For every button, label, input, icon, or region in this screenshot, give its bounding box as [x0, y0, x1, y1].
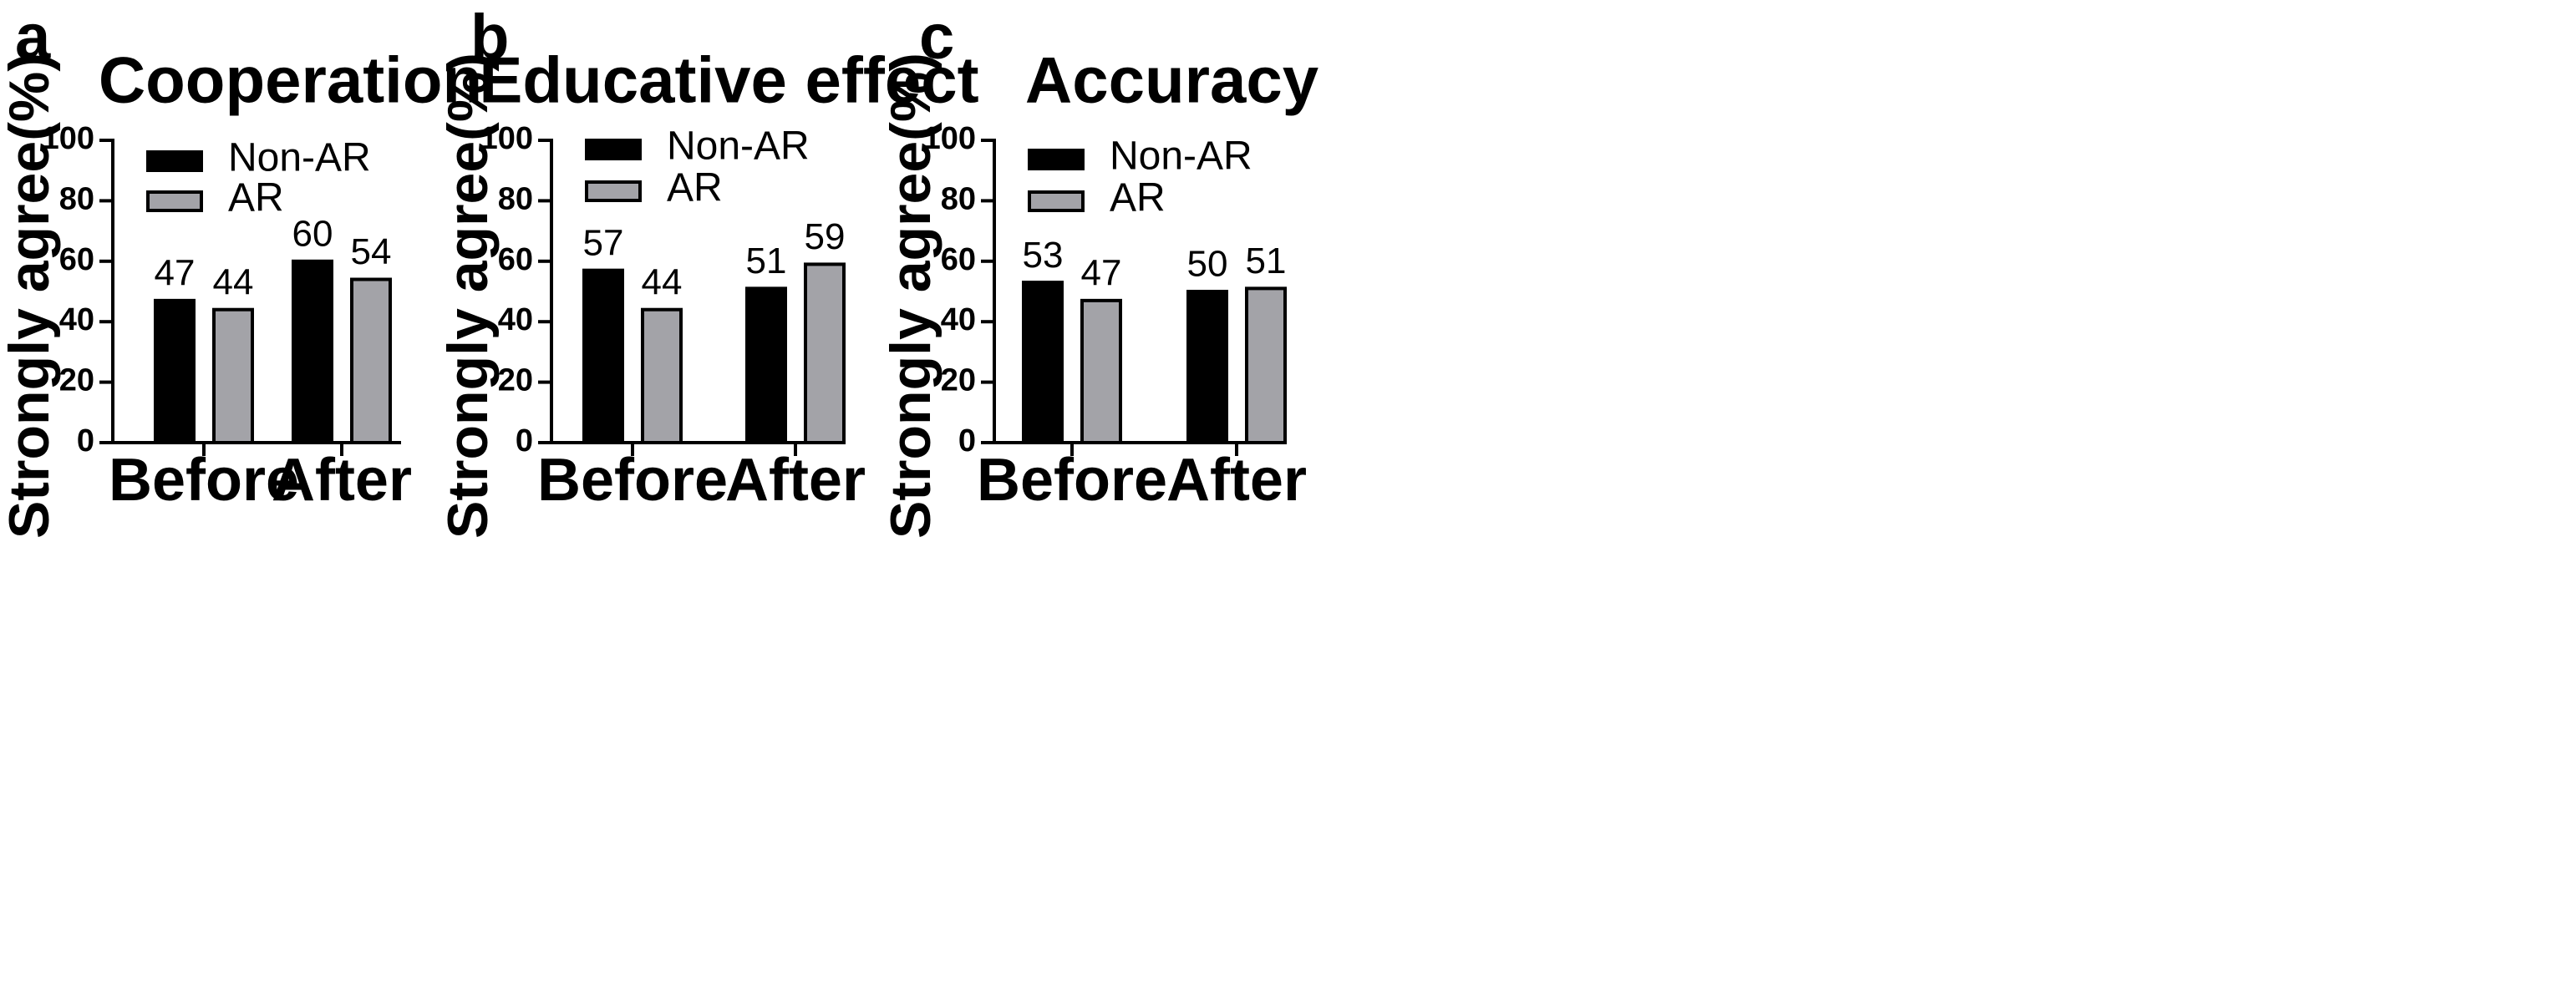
- data-label: 53: [1023, 235, 1064, 276]
- y-tick-label: 20: [941, 363, 976, 398]
- x-tick-label: Before: [977, 447, 1167, 514]
- bar-non-ar-after: [292, 259, 333, 444]
- chart-panel-a: a Cooperation Strongly agree(%) 0 20 40 60 80 10…: [0, 2, 482, 539]
- y-tick-label: 20: [59, 363, 94, 398]
- y-tick-label: 60: [59, 242, 94, 277]
- x-tick-label: After: [1166, 447, 1307, 514]
- x-tick-label: After: [725, 447, 866, 514]
- legend-label: AR: [1110, 176, 1166, 220]
- y-tick-label: 80: [941, 181, 976, 216]
- y-axis-label: Strongly agree(%): [879, 53, 943, 539]
- bar-non-ar-before: [1022, 281, 1064, 445]
- data-label: 51: [1246, 241, 1287, 281]
- x-tick-label: After: [272, 447, 412, 514]
- y-tick-label: 100: [42, 121, 94, 156]
- bar-non-ar-before: [154, 298, 196, 444]
- chart-title: Educative effect: [479, 43, 978, 117]
- legend-swatch: [1028, 149, 1085, 170]
- bar-ar-after: [350, 277, 392, 444]
- x-tick-label: Before: [537, 447, 728, 514]
- y-tick-label: 0: [516, 423, 533, 459]
- legend-swatch: [146, 190, 203, 212]
- chart-title: Accuracy: [1025, 43, 1318, 117]
- bar-ar-before: [1080, 298, 1122, 444]
- y-tick-label: 20: [498, 363, 533, 398]
- data-label: 47: [1081, 252, 1122, 293]
- data-label: 47: [155, 252, 196, 293]
- legend-swatch: [146, 150, 203, 172]
- data-label: 59: [805, 216, 846, 257]
- bar-ar-after: [1245, 286, 1287, 444]
- y-tick-label: 60: [498, 242, 533, 277]
- data-label: 51: [746, 241, 787, 281]
- panel-letter: b: [470, 2, 509, 73]
- y-tick-label: 40: [498, 302, 533, 337]
- y-axis-label: Strongly agree(%): [0, 53, 61, 539]
- bar-ar-before: [212, 307, 254, 444]
- bar-ar-before: [641, 307, 683, 444]
- legend-label: Non-AR: [1110, 134, 1252, 179]
- data-label: 44: [213, 261, 254, 302]
- data-label: 50: [1187, 244, 1228, 285]
- chart-panel-c: c Accuracy Strongly agree(%) 0 20 40 60 80 100 Be…: [879, 2, 1318, 539]
- data-label: 57: [583, 222, 624, 263]
- y-tick-label: 80: [59, 181, 94, 216]
- x-tick-label: Before: [109, 447, 299, 514]
- legend-label: AR: [228, 176, 284, 220]
- y-tick-label: 0: [958, 423, 976, 459]
- y-tick-label: 40: [941, 302, 976, 337]
- y-tick-label: 0: [77, 423, 94, 459]
- data-label: 54: [351, 231, 392, 272]
- y-axis-label: Strongly agree(%): [436, 53, 500, 539]
- data-label: 60: [292, 213, 333, 254]
- legend-label: Non-AR: [228, 136, 371, 180]
- legend-swatch: [585, 139, 642, 160]
- bar-non-ar-after: [1186, 290, 1228, 444]
- legend-label: AR: [667, 166, 723, 210]
- y-tick-label: 80: [498, 181, 533, 216]
- y-tick-label: 100: [480, 121, 533, 156]
- panel-letter: c: [919, 2, 954, 73]
- legend-label: Non-AR: [667, 124, 810, 169]
- y-tick-label: 100: [923, 121, 976, 156]
- bar-non-ar-after: [745, 286, 787, 444]
- legend-swatch: [585, 180, 642, 202]
- panel-letter: a: [15, 2, 51, 73]
- bar-ar-after: [804, 262, 846, 445]
- chart-title: Cooperation: [99, 43, 482, 117]
- y-tick-label: 60: [941, 242, 976, 277]
- data-label: 44: [642, 261, 683, 302]
- y-tick-label: 40: [59, 302, 94, 337]
- legend-swatch: [1028, 190, 1085, 212]
- bar-non-ar-before: [582, 268, 624, 444]
